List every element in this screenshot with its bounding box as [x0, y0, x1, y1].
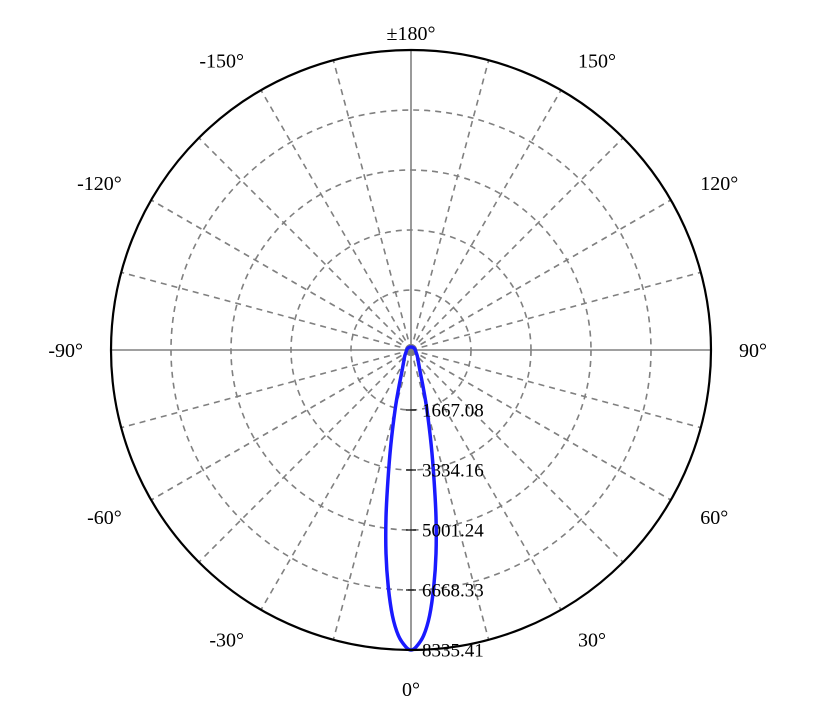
- polar-chart-container: 1667.08 3334.16 5001.24 6668.33 8335.410° 30°…: [0, 0, 823, 712]
- radial-label: 3334.16: [422, 461, 484, 482]
- radial-label: 5001.24: [422, 521, 484, 542]
- angle-label: ±180°: [387, 23, 436, 45]
- radial-label: 1667.08: [422, 401, 484, 422]
- radial-label: 8335.41: [422, 641, 484, 662]
- polar-chart-svg: 1667.08 3334.16 5001.24 6668.33 8335.410° 30°…: [0, 0, 823, 712]
- angle-label: -30°: [209, 629, 244, 651]
- angle-label: 0°: [402, 679, 420, 701]
- radial-label: 6668.33: [422, 581, 484, 602]
- angle-label: 120°: [700, 173, 738, 195]
- angle-label: -150°: [199, 51, 244, 73]
- angle-label: 150°: [578, 51, 616, 73]
- angle-label: -120°: [77, 173, 122, 195]
- angle-label: -60°: [87, 507, 122, 529]
- angle-label: 90°: [739, 340, 767, 362]
- angle-label: 60°: [700, 507, 728, 529]
- angle-label: -90°: [48, 340, 83, 362]
- angle-label: 30°: [578, 629, 606, 651]
